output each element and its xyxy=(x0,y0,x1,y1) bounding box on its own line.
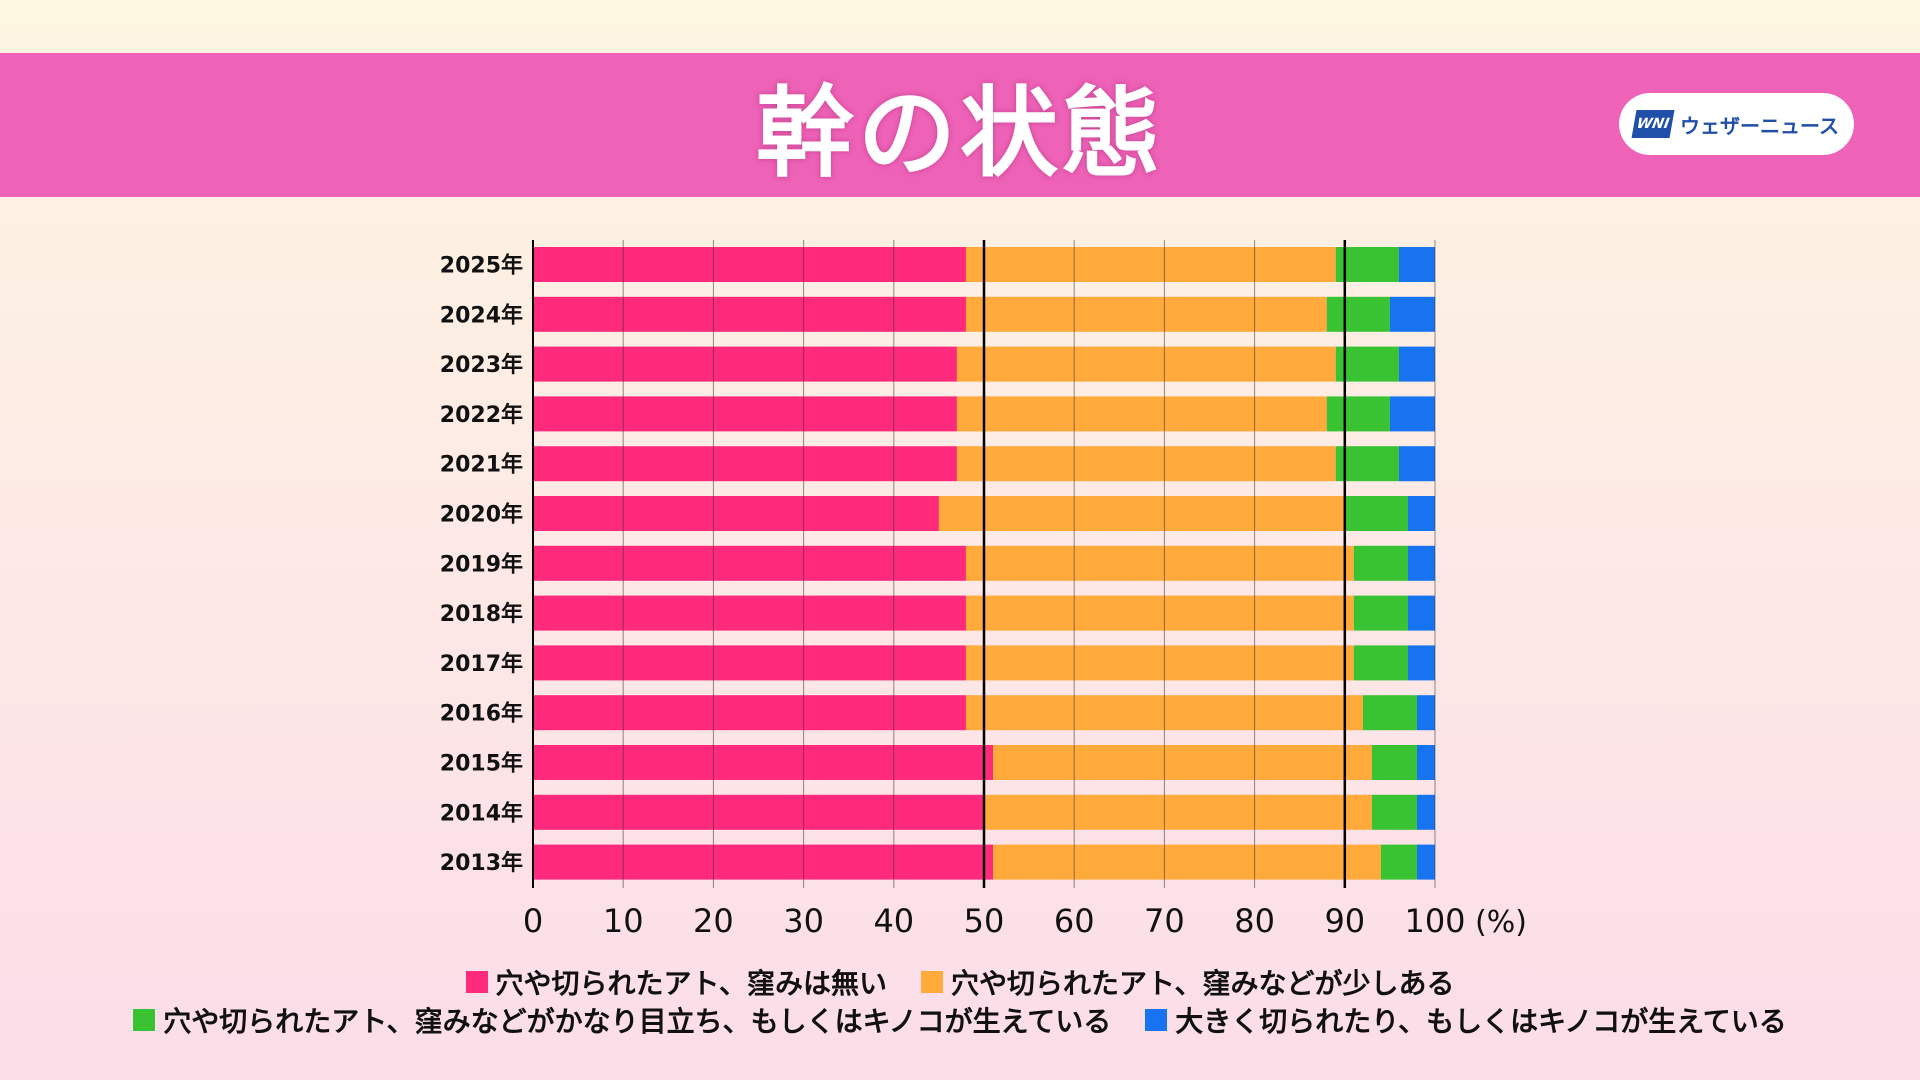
bar-segment xyxy=(993,844,1381,880)
y-tick-label: 2023年 xyxy=(440,352,523,378)
y-tick-label: 2017年 xyxy=(440,651,523,677)
bar-segment xyxy=(1389,296,1435,332)
legend-label: 大きく切られたり、もしくはキノコが生えている xyxy=(1175,1005,1787,1038)
bar-segment xyxy=(533,496,939,531)
bar-segment xyxy=(533,446,957,482)
legend-item: 穴や切られたアト、窪みなどがかなり目立ち、もしくはキノコが生えている xyxy=(133,1000,1111,1040)
bar-segment xyxy=(1407,496,1435,531)
bar-segment xyxy=(1353,645,1408,681)
bar-segment xyxy=(1398,346,1435,382)
x-tick-label: 40 xyxy=(873,902,914,940)
brand-name: ウェザーニュース xyxy=(1680,113,1839,138)
bar-segment xyxy=(1353,545,1408,581)
bar-segment xyxy=(1398,446,1435,482)
bar-segment xyxy=(993,745,1372,780)
bar-segment xyxy=(1407,545,1435,581)
bar-segment xyxy=(1353,595,1408,631)
bar-segment xyxy=(533,645,966,681)
bar-segment xyxy=(1344,496,1408,531)
bar-segment xyxy=(984,794,1372,830)
bar-segment xyxy=(1326,296,1390,332)
y-tick-label: 2014年 xyxy=(440,800,523,826)
bar-segment xyxy=(533,794,984,830)
bar-segment xyxy=(1362,695,1417,731)
bar-segment xyxy=(956,346,1336,382)
bar-segment xyxy=(965,645,1354,681)
y-tick-label: 2024年 xyxy=(440,302,523,328)
bar-segment xyxy=(1335,346,1399,382)
y-tick-label: 2020年 xyxy=(440,502,523,528)
bar-segment xyxy=(965,595,1354,631)
y-tick-label: 2025年 xyxy=(440,253,523,279)
legend-row-2: 穴や切られたアト、窪みなどがかなり目立ち、もしくはキノコが生えている 大きく切ら… xyxy=(0,1000,1920,1040)
bar-segment xyxy=(1326,396,1390,432)
y-tick-label: 2016年 xyxy=(440,701,523,727)
bar-segment xyxy=(1389,396,1435,432)
legend-swatch xyxy=(465,971,488,993)
x-axis-unit: (%) xyxy=(1475,905,1527,940)
legend-swatch xyxy=(133,1009,156,1031)
title-banner: 幹の状態 WNI ウェザーニュース xyxy=(0,53,1920,197)
legend-label: 穴や切られたアト、窪みなどが少しある xyxy=(951,967,1455,1000)
x-tick-label: 20 xyxy=(693,902,734,940)
bar-segment xyxy=(1407,645,1435,681)
bar-segment xyxy=(1371,745,1417,780)
bar-segment xyxy=(533,545,966,581)
x-tick-label: 100 xyxy=(1404,902,1465,940)
legend-label: 穴や切られたアト、窪みなどがかなり目立ち、もしくはキノコが生えている xyxy=(163,1005,1112,1038)
bar-segment xyxy=(1416,695,1435,731)
legend-row-1: 穴や切られたアト、窪みは無い 穴や切られたアト、窪みなどが少しある xyxy=(0,962,1920,1002)
y-tick-label: 2022年 xyxy=(440,402,523,428)
bar-segment xyxy=(533,396,957,432)
bar-segment xyxy=(1380,844,1417,880)
legend-item: 穴や切られたアト、窪みなどが少しある xyxy=(921,962,1454,1002)
bar-segment xyxy=(1416,844,1435,880)
bar-segment xyxy=(1335,446,1399,482)
y-tick-label: 2019年 xyxy=(440,551,523,577)
bar-segment xyxy=(533,346,957,382)
x-tick-label: 30 xyxy=(783,902,824,940)
bar-segment xyxy=(533,247,966,282)
bar-segment xyxy=(533,296,966,332)
brand-logo: WNI ウェザーニュース xyxy=(1619,93,1854,155)
x-tick-label: 90 xyxy=(1324,902,1365,940)
x-tick-label: 10 xyxy=(603,902,644,940)
legend-item: 穴や切られたアト、窪みは無い xyxy=(465,962,887,1002)
bar-segment xyxy=(956,396,1327,432)
bar-segment xyxy=(1335,247,1399,282)
bar-segment xyxy=(965,545,1354,581)
y-tick-label: 2015年 xyxy=(440,751,523,777)
page-title: 幹の状態 xyxy=(755,77,1164,191)
bar-segment xyxy=(533,695,966,731)
bar-segment xyxy=(1416,794,1435,830)
bar-segment xyxy=(965,247,1336,282)
x-tick-label: 0 xyxy=(523,902,543,940)
bar-segment xyxy=(1371,794,1417,830)
bar-segment xyxy=(1398,247,1435,282)
legend-swatch xyxy=(921,971,943,993)
bar-segment xyxy=(938,496,1345,531)
bar-segment xyxy=(1407,595,1435,631)
x-tick-label: 80 xyxy=(1234,902,1275,940)
x-tick-label: 50 xyxy=(964,902,1005,940)
x-tick-label: 60 xyxy=(1054,902,1095,940)
bar-segment xyxy=(533,745,994,780)
bar-segment xyxy=(965,296,1327,332)
y-tick-label: 2021年 xyxy=(440,452,523,478)
bar-segment xyxy=(1416,745,1435,780)
y-tick-label: 2018年 xyxy=(440,601,523,627)
legend-swatch xyxy=(1145,1009,1168,1031)
bar-segment xyxy=(533,844,994,880)
bar-segment xyxy=(956,446,1336,482)
legend-item: 大きく切られたり、もしくはキノコが生えている xyxy=(1145,1000,1787,1040)
legend-label: 穴や切られたアト、窪みは無い xyxy=(495,967,887,1000)
x-tick-label: 70 xyxy=(1144,902,1185,940)
bar-segment xyxy=(533,595,966,631)
y-tick-label: 2013年 xyxy=(440,850,523,876)
